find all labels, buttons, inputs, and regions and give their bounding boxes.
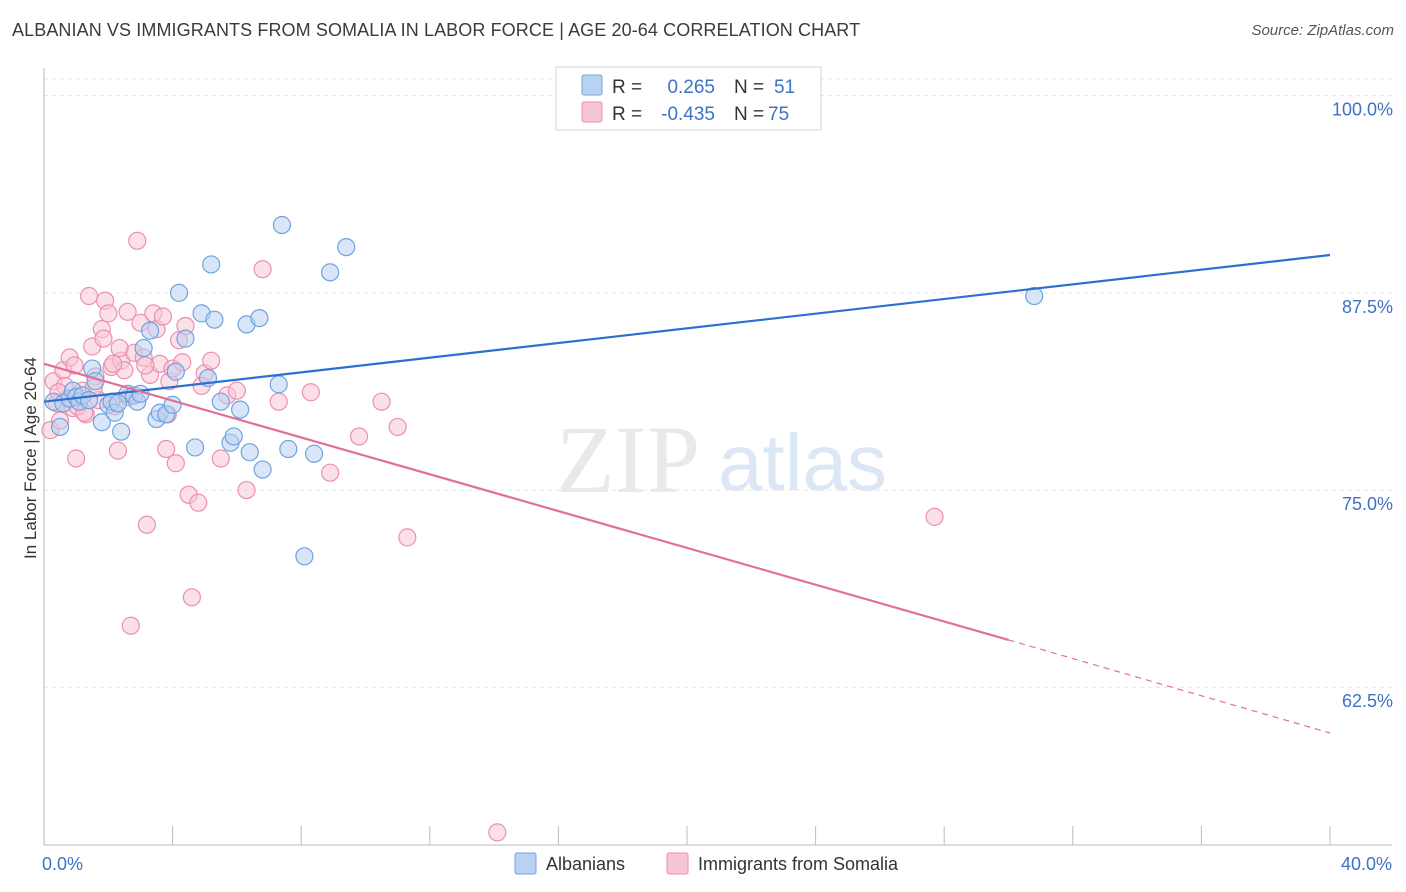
y-tick-label: 62.5% [1342, 691, 1393, 711]
chart-title: ALBANIAN VS IMMIGRANTS FROM SOMALIA IN L… [12, 20, 861, 40]
somalia-points [41, 231, 944, 842]
somalia-point [202, 351, 221, 370]
albanian-point [134, 338, 153, 358]
somalia-point [388, 417, 407, 437]
somalia-point [65, 356, 84, 375]
somalia-point [321, 463, 340, 482]
albanian-point [253, 460, 272, 479]
stats-legend: R = 0.265 N = 51 R = -0.435 N = 75 [555, 66, 822, 131]
albanian-point [50, 417, 70, 437]
y-tick-labels: 62.5% 75.0% 87.5% 100.0% [1332, 100, 1393, 712]
somalia-point [211, 449, 230, 468]
somalia-point [79, 286, 99, 306]
somalia-point [349, 427, 369, 446]
somalia-point [398, 528, 417, 547]
albanian-point [321, 263, 340, 282]
somalia-point [166, 454, 185, 473]
somalia-point [925, 507, 944, 526]
y-tick-label: 100.0% [1332, 100, 1393, 120]
somalia-point [136, 356, 155, 375]
somalia-point [488, 823, 507, 842]
albanian-point [186, 438, 205, 457]
legend-r-label-1: R = [612, 77, 642, 98]
somalia-point [137, 515, 156, 534]
albanian-point [205, 310, 224, 329]
somalia-point [153, 307, 173, 326]
somalia-point [121, 616, 140, 635]
somalia-point [118, 302, 137, 321]
somalia-point [110, 338, 129, 358]
somalia-point [227, 381, 246, 400]
trendline-extension [1008, 639, 1331, 734]
legend-r-label-2: R = [612, 104, 642, 125]
somalia-point [128, 231, 147, 250]
albanian-point [231, 400, 250, 419]
albanian-point [176, 329, 195, 348]
albanian-point [166, 362, 185, 381]
y-tick-label: 87.5% [1342, 297, 1393, 317]
somalia-point [94, 329, 113, 348]
x-tick-min: 0.0% [42, 854, 83, 874]
albanian-point [92, 413, 111, 432]
somalia-point [157, 439, 176, 459]
watermark-zip: ZIP [556, 406, 700, 513]
albanian-point [108, 394, 128, 413]
somalia-point [99, 304, 118, 323]
legend-swatch-somalia [581, 101, 603, 123]
albanian-point [250, 308, 269, 328]
somalia-point [253, 260, 272, 279]
albanian-point [140, 321, 160, 340]
legend-swatch-albanians [581, 74, 603, 96]
series-legend-swatch-somalia [666, 852, 689, 875]
watermark-atlas: atlas [718, 418, 887, 507]
somalia-point [301, 383, 320, 402]
x-tick-max: 40.0% [1341, 854, 1392, 874]
albanian-point [79, 391, 99, 410]
albanian-point [337, 238, 356, 257]
series-legend: Albanians Immigrants from Somalia [514, 852, 899, 875]
albanian-point [211, 392, 230, 411]
axes [43, 68, 1392, 846]
albanian-point [304, 444, 324, 463]
legend-n-value-1: 51 [774, 77, 795, 98]
albanian-point [169, 283, 189, 302]
albanian-point [112, 422, 131, 441]
somalia-point [104, 354, 123, 373]
somalia-point [182, 588, 201, 607]
albanian-point [240, 443, 259, 462]
albanian-point [269, 375, 288, 394]
legend-r-value-2: -0.435 [661, 104, 715, 125]
albanian-point [224, 427, 243, 446]
trendlines [43, 253, 1331, 734]
somalia-point [269, 392, 288, 411]
trendline [43, 253, 1331, 403]
y-axis-label: In Labor Force | Age 20-64 [21, 357, 40, 559]
albanian-point [163, 395, 182, 414]
legend-r-value-1: 0.265 [667, 77, 715, 98]
grid-lines [44, 78, 1392, 688]
series-legend-label-somalia: Immigrants from Somalia [698, 854, 899, 874]
somalia-point [67, 449, 86, 468]
somalia-point [108, 441, 128, 460]
albanian-point [1025, 286, 1044, 306]
albanian-point [272, 215, 292, 235]
y-tick-label: 75.0% [1342, 494, 1393, 514]
albanian-point [295, 547, 314, 566]
trendline [43, 362, 1009, 641]
chart-source: Source: ZipAtlas.com [1251, 22, 1394, 39]
series-legend-swatch-albanians [514, 852, 537, 875]
somalia-point [237, 480, 256, 500]
albanian-point [202, 255, 221, 274]
legend-n-label-2: N = [734, 104, 764, 125]
somalia-point [372, 392, 391, 411]
somalia-point [189, 493, 208, 512]
legend-n-value-2: 75 [768, 104, 789, 125]
series-legend-label-albanians: Albanians [546, 854, 625, 874]
legend-n-label-1: N = [734, 77, 764, 98]
albanian-point [279, 439, 298, 459]
watermark: ZIP atlas [556, 406, 887, 513]
